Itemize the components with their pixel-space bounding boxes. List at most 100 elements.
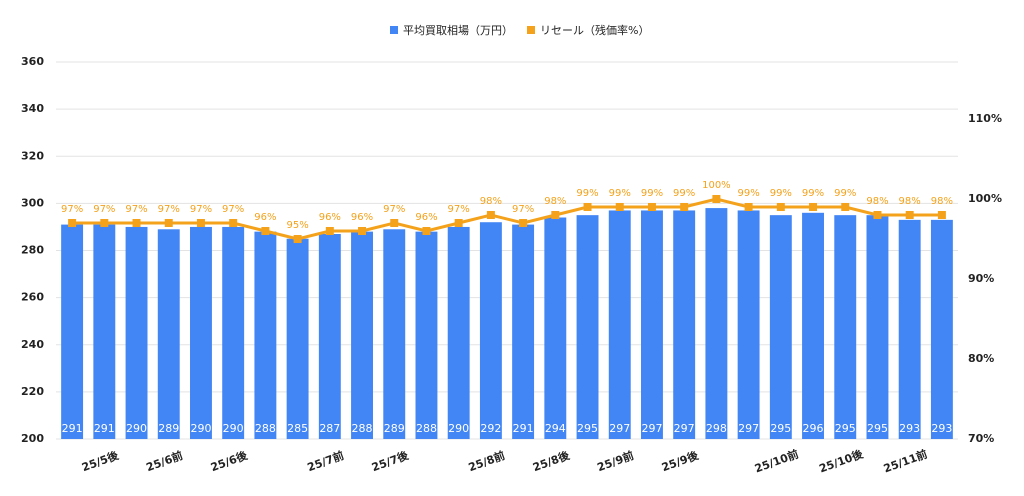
y2-tick-label: 100% bbox=[968, 192, 1002, 205]
bar bbox=[479, 222, 502, 439]
bar-value-label: 295 bbox=[577, 422, 598, 435]
line-value-label: 97% bbox=[222, 204, 244, 215]
line-marker bbox=[164, 219, 173, 227]
x-tick-label: 25/5後 bbox=[80, 448, 121, 474]
line-value-label: 95% bbox=[286, 220, 308, 231]
bar-value-label: 290 bbox=[190, 422, 211, 435]
y2-tick-label: 90% bbox=[968, 272, 994, 285]
y2-tick-label: 80% bbox=[968, 352, 994, 365]
line-value-label: 99% bbox=[834, 188, 856, 199]
bar bbox=[125, 226, 148, 439]
x-tick-label: 25/10後 bbox=[817, 446, 866, 475]
line-value-label: 99% bbox=[576, 188, 598, 199]
line-value-label: 99% bbox=[802, 188, 824, 199]
bar-value-label: 289 bbox=[158, 422, 179, 435]
bar-value-label: 298 bbox=[706, 422, 727, 435]
line bbox=[72, 197, 942, 241]
bar bbox=[190, 226, 212, 439]
line-value-label: 99% bbox=[641, 188, 663, 199]
line-value-label: 97% bbox=[448, 204, 470, 215]
line-marker bbox=[873, 211, 882, 219]
line-marker bbox=[809, 203, 818, 211]
bar-value-label: 290 bbox=[126, 422, 147, 435]
x-tick-label: 25/8後 bbox=[531, 448, 572, 474]
line-value-label: 97% bbox=[93, 204, 115, 215]
line-value-label: 99% bbox=[609, 188, 631, 199]
x-tick-label: 25/6前 bbox=[144, 448, 184, 474]
line-marker bbox=[229, 219, 238, 227]
bar-value-label: 291 bbox=[94, 422, 115, 435]
x-tick-label: 25/11前 bbox=[881, 447, 929, 476]
bar bbox=[222, 226, 245, 439]
line-value-label: 97% bbox=[383, 204, 405, 215]
line-marker bbox=[293, 235, 302, 243]
line-value-label: 98% bbox=[899, 196, 921, 207]
bar-value-label: 289 bbox=[384, 422, 405, 435]
bar-value-label: 285 bbox=[287, 422, 308, 435]
bar bbox=[447, 226, 470, 439]
line-marker bbox=[390, 219, 399, 227]
bar bbox=[802, 212, 824, 439]
bar bbox=[318, 234, 341, 439]
bar-value-label: 295 bbox=[867, 422, 888, 435]
bar bbox=[93, 224, 116, 439]
bar bbox=[898, 219, 921, 439]
y-tick-label: 200 bbox=[21, 432, 44, 445]
bar-value-label: 293 bbox=[899, 422, 920, 435]
line-value-label: 98% bbox=[480, 196, 502, 207]
bar bbox=[61, 224, 84, 439]
line-value-label: 97% bbox=[61, 204, 83, 215]
line-value-label: 97% bbox=[158, 204, 180, 215]
bar-value-label: 290 bbox=[223, 422, 244, 435]
bar bbox=[705, 208, 728, 439]
legend-swatch bbox=[527, 26, 535, 34]
bar-value-label: 293 bbox=[931, 422, 952, 435]
bar-value-label: 297 bbox=[674, 422, 695, 435]
bar-value-label: 287 bbox=[319, 422, 340, 435]
bar-value-label: 297 bbox=[641, 422, 662, 435]
bar-value-label: 291 bbox=[62, 422, 83, 435]
line-marker bbox=[422, 227, 431, 235]
bar bbox=[673, 210, 696, 439]
bar bbox=[351, 231, 373, 439]
bar bbox=[866, 215, 889, 439]
line-value-label: 97% bbox=[125, 204, 147, 215]
legend-label: 平均買取相場（万円） bbox=[403, 24, 513, 37]
x-tick-label: 25/7後 bbox=[370, 448, 411, 474]
line-marker bbox=[615, 203, 624, 211]
bar bbox=[641, 210, 663, 439]
bar-value-label: 292 bbox=[480, 422, 501, 435]
bar bbox=[415, 231, 438, 439]
x-tick-label: 25/7前 bbox=[305, 448, 345, 474]
bar bbox=[512, 224, 535, 439]
line-marker bbox=[551, 211, 560, 219]
bar-value-label: 288 bbox=[255, 422, 276, 435]
bar bbox=[286, 238, 309, 439]
line-value-label: 98% bbox=[931, 196, 953, 207]
line-value-label: 96% bbox=[254, 212, 276, 223]
bar bbox=[157, 229, 180, 439]
line-marker bbox=[776, 203, 785, 211]
legend-swatch bbox=[390, 26, 398, 34]
line-marker bbox=[519, 219, 528, 227]
bar bbox=[254, 231, 277, 439]
line-marker bbox=[712, 195, 721, 203]
line-value-label: 97% bbox=[190, 204, 212, 215]
line-marker bbox=[196, 219, 205, 227]
line-marker bbox=[100, 219, 109, 227]
y-tick-label: 300 bbox=[21, 196, 44, 209]
bar-value-label: 288 bbox=[352, 422, 373, 435]
line-marker bbox=[937, 211, 946, 219]
x-tick-label: 25/9前 bbox=[595, 448, 635, 474]
y-tick-label: 240 bbox=[21, 338, 44, 351]
line-marker bbox=[647, 203, 656, 211]
line-value-label: 98% bbox=[866, 196, 888, 207]
line-value-label: 99% bbox=[737, 188, 759, 199]
bar bbox=[834, 215, 857, 439]
x-tick-label: 25/10前 bbox=[753, 447, 801, 476]
bar-value-label: 295 bbox=[770, 422, 791, 435]
bar-value-label: 295 bbox=[835, 422, 856, 435]
bar-value-label: 297 bbox=[609, 422, 630, 435]
line-value-label: 96% bbox=[319, 212, 341, 223]
